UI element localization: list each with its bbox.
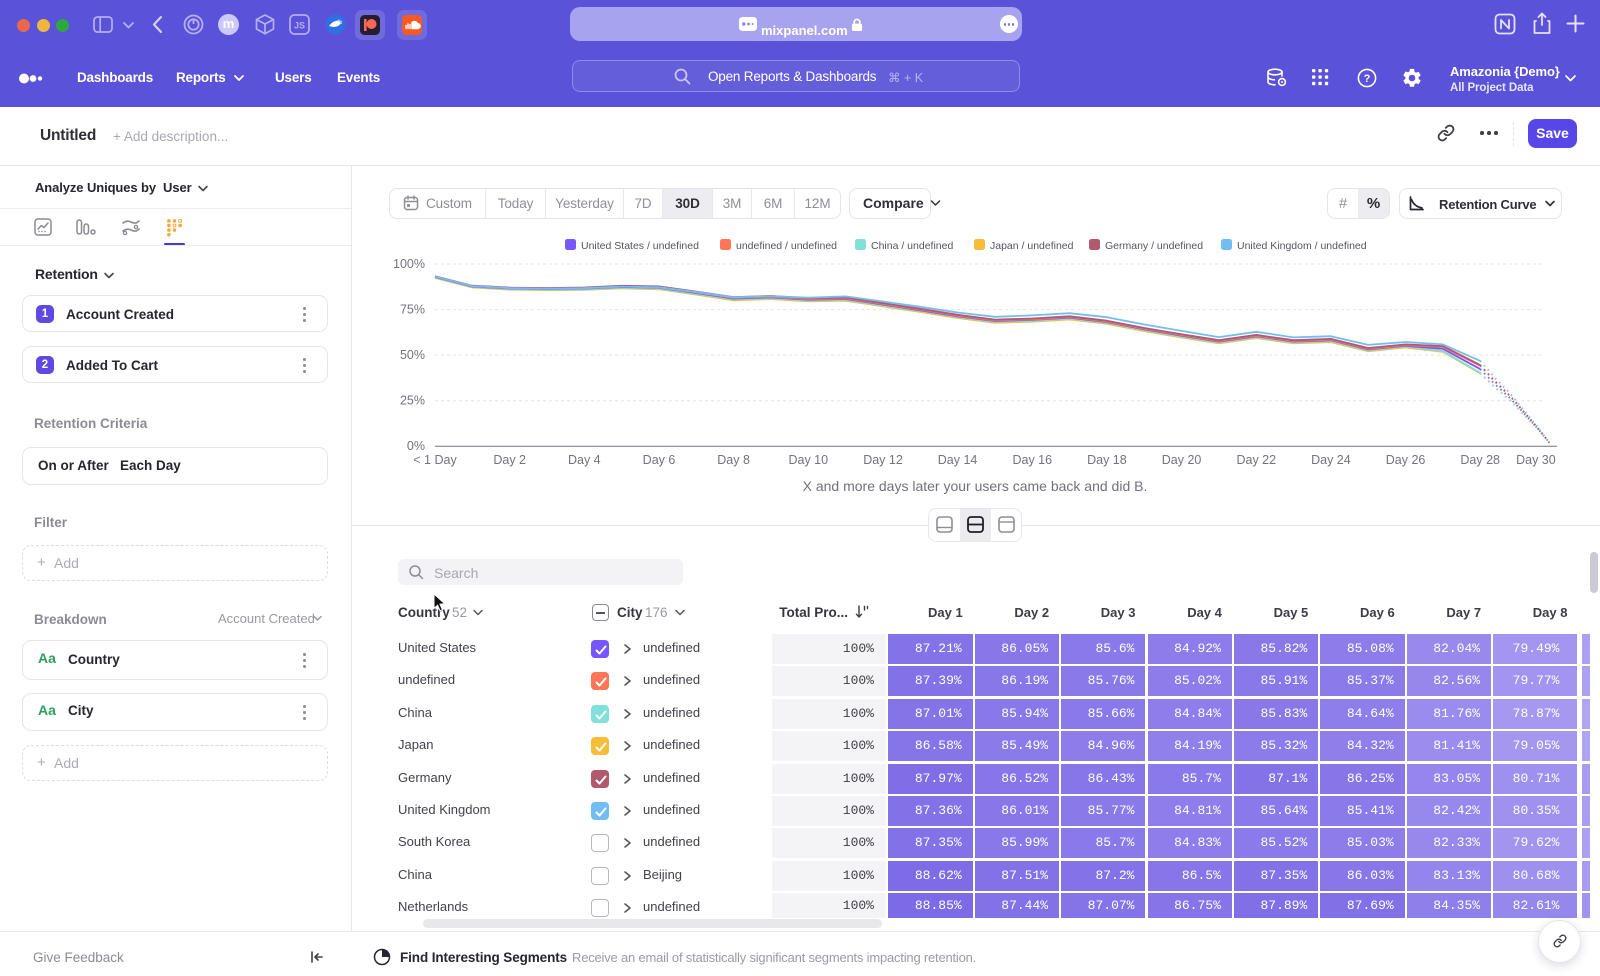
svg-text:Day 12: Day 12 [863, 453, 903, 467]
svg-text:< 1 Day: < 1 Day [413, 453, 457, 467]
svg-text:0%: 0% [407, 439, 425, 453]
svg-text:Day 2: Day 2 [493, 453, 526, 467]
svg-text:Day 20: Day 20 [1162, 453, 1202, 467]
svg-text:JS: JS [294, 21, 305, 31]
svg-text:Day 14: Day 14 [938, 453, 978, 467]
svg-text:Day 8: Day 8 [717, 453, 750, 467]
svg-text:Day 4: Day 4 [568, 453, 601, 467]
svg-text:Day 24: Day 24 [1311, 453, 1351, 467]
svg-text:50%: 50% [400, 348, 425, 362]
svg-text:Day 16: Day 16 [1012, 453, 1052, 467]
svg-text:Day 30: Day 30 [1516, 453, 1556, 467]
svg-text:Day 22: Day 22 [1236, 453, 1276, 467]
svg-text:Day 26: Day 26 [1386, 453, 1426, 467]
svg-text:100%: 100% [393, 257, 425, 271]
svg-text:Day 18: Day 18 [1087, 453, 1127, 467]
svg-text:25%: 25% [400, 394, 425, 408]
svg-text:75%: 75% [400, 303, 425, 317]
svg-text:Day 10: Day 10 [788, 453, 828, 467]
svg-text:?: ? [1364, 73, 1371, 85]
svg-text:Day 28: Day 28 [1460, 453, 1500, 467]
svg-text:Day 6: Day 6 [643, 453, 676, 467]
